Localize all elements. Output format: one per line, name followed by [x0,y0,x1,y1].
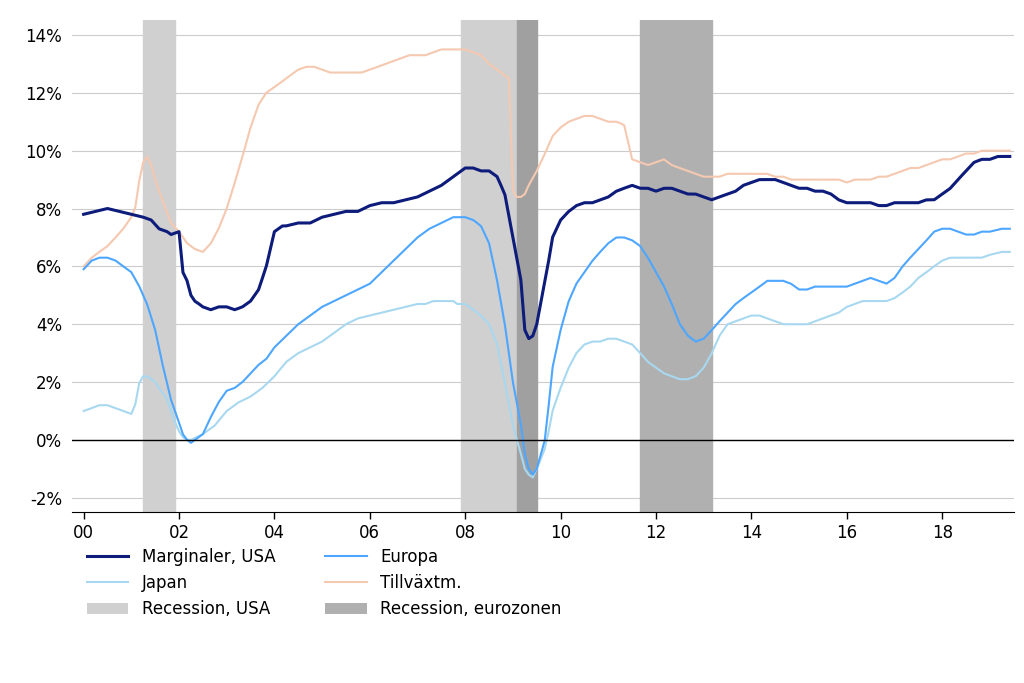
Legend: Marginaler, USA, Japan, Recession, USA, Europa, Tillväxtm., Recession, eurozonen: Marginaler, USA, Japan, Recession, USA, … [80,541,568,625]
Bar [143,20,175,512]
Bar [640,20,712,512]
Bar [462,20,532,512]
Bar [517,20,537,512]
